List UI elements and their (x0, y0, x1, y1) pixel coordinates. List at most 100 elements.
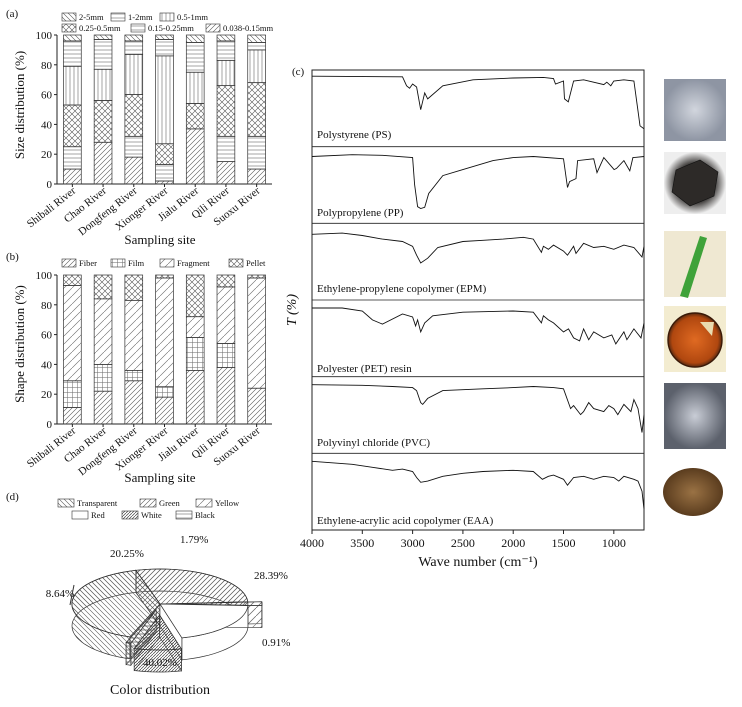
bar-segment-0-5-1mm (63, 65, 82, 106)
panel-b-y-axis-label: Shape distribution (%) (12, 285, 27, 403)
x-tick-label: 3000 (401, 536, 425, 550)
pie-slice-yellow (173, 601, 263, 606)
y-tick-label: 80 (41, 60, 53, 72)
legend-swatch-yellow (195, 498, 213, 508)
bar-segment-fragment (247, 277, 266, 389)
pp-particle-shape (671, 159, 719, 207)
pie-data-label: 8.64% (46, 588, 74, 600)
bar-segment-1-2mm (124, 40, 144, 55)
bar-segment-pellet (93, 274, 113, 300)
x-tick-label: 1000 (602, 536, 626, 550)
panel-c-ftir-spectra: (c) 4000 3500 3000 2500 2000 1500 1000 Polystyr… (285, 66, 726, 570)
pie-slice-black (125, 609, 157, 644)
legend-label: 0.5-1mm (177, 12, 208, 22)
legend-label: Pellet (246, 258, 266, 268)
bar-segment-0-25-0-5mm (124, 94, 144, 137)
legend-swatch-fiber (61, 258, 77, 268)
bar-segment-2-5mm (124, 34, 144, 42)
bar-segment-0-5-1mm (216, 59, 236, 87)
bar-segment-0-25-0-5mm (247, 82, 266, 137)
legend-label: 0.15-0.25mm (148, 23, 194, 33)
bar-segment-0-038-0-15mm (155, 180, 174, 185)
legend-label: Transparent (77, 498, 118, 508)
legend-swatch-0-15-0-25mm (130, 23, 146, 33)
x-tick-label: 2500 (451, 536, 475, 550)
panel-c-x-axis-label: Wave number (cm⁻¹) (418, 555, 538, 570)
bar-segment-2-5mm (247, 34, 266, 43)
bar-segment-0-038-0-15mm (63, 168, 82, 185)
panel-b-tag: (b) (6, 251, 19, 263)
bar-segment-0-5-1mm (124, 54, 144, 95)
y-tick-label: 80 (41, 300, 53, 312)
bar-segment-0-5-1mm (247, 49, 266, 84)
legend-swatch-0-25-0-5mm (61, 23, 77, 33)
legend-swatch-green (139, 498, 157, 508)
bar-segment-1-2mm (155, 39, 174, 57)
pie-slice-transparent (71, 569, 161, 638)
bar-segment-0-15-0-25mm (216, 135, 236, 163)
pet-notch (700, 322, 714, 336)
legend-label: 0.25-0.5mm (79, 23, 121, 33)
pet-particle-shape (667, 312, 723, 368)
pie-data-label: 28.39% (254, 570, 288, 582)
spectrum-label: Ethylene-acrylic acid copolymer (EAA) (317, 515, 494, 527)
bar-segment-2-5mm (185, 34, 205, 43)
bar-segment-film (216, 343, 236, 368)
eaa-particle-shape (663, 468, 723, 516)
panel-b-x-axis-label: Sampling site (124, 470, 195, 485)
bar-segment-fragment (124, 299, 144, 371)
legend-swatch-white (121, 510, 139, 520)
bar-segment-2-5mm (63, 34, 82, 42)
bar-segment-2-5mm (93, 34, 113, 40)
panel-d-title: Color distribution (110, 683, 210, 698)
panel-c-y-axis-label: T (%) (285, 294, 300, 326)
y-tick-label: 20 (41, 149, 53, 161)
bar-segment-1-2mm (185, 42, 205, 73)
bar-segment-0-15-0-25mm (247, 135, 266, 170)
bar-segment-film (124, 370, 144, 382)
bar-segment-pellet (124, 274, 144, 301)
spectrum-label: Polystyrene (PS) (317, 129, 392, 141)
bar-segment-1-2mm (247, 42, 266, 51)
y-tick-label: 0 (47, 179, 53, 191)
spectrum-line-polystyrene-ps (311, 75, 645, 130)
spectrum-label: Polyvinyl chloride (PVC) (317, 437, 430, 449)
spectrum-line-polyester-pet-resin (312, 307, 645, 345)
bar-segment-fiber (93, 390, 113, 425)
micrograph-pvc-particle (664, 383, 726, 449)
bar-segment-0-038-0-15mm (247, 168, 266, 185)
pie-slice-white (133, 614, 183, 651)
bar-segment-0-038-0-15mm (93, 141, 113, 185)
legend-label: White (141, 510, 162, 520)
bar-segment-0-15-0-25mm (63, 146, 82, 170)
bar-segment-0-5-1mm (93, 68, 113, 101)
bar-segment-0-25-0-5mm (93, 100, 113, 143)
bar-segment-fiber (216, 367, 236, 425)
bar-segment-film (185, 337, 205, 371)
bar-segment-pellet (185, 274, 205, 318)
bar-segment-1-2mm (93, 39, 113, 70)
x-tick-label: 2000 (501, 536, 525, 550)
spectrum-line-ethylene-acrylic-acid-copolymer-eaa (311, 460, 645, 510)
legend-swatch-transparent (57, 498, 75, 508)
bar-segment-film (93, 364, 113, 392)
bar-segment-fiber (155, 396, 174, 425)
bar-segment-0-5-1mm (185, 71, 205, 104)
bar-segment-1-2mm (63, 40, 82, 67)
bar-segment-fiber (63, 407, 82, 425)
y-tick-label: 60 (41, 330, 53, 342)
legend-label: Red (91, 510, 105, 520)
y-tick-label: 100 (36, 270, 53, 282)
x-tick-label: 1500 (552, 536, 576, 550)
bar-segment-fragment (185, 316, 205, 338)
bar-segment-0-5-1mm (155, 55, 174, 145)
y-tick-label: 40 (41, 359, 53, 371)
spectrum-label: Polyester (PET) resin (317, 363, 412, 375)
epm-fiber-shape (680, 236, 707, 298)
spectrum-line-polypropylene-pp (311, 154, 645, 209)
legend-label: Yellow (215, 498, 240, 508)
bar-segment-2-5mm (155, 34, 174, 40)
